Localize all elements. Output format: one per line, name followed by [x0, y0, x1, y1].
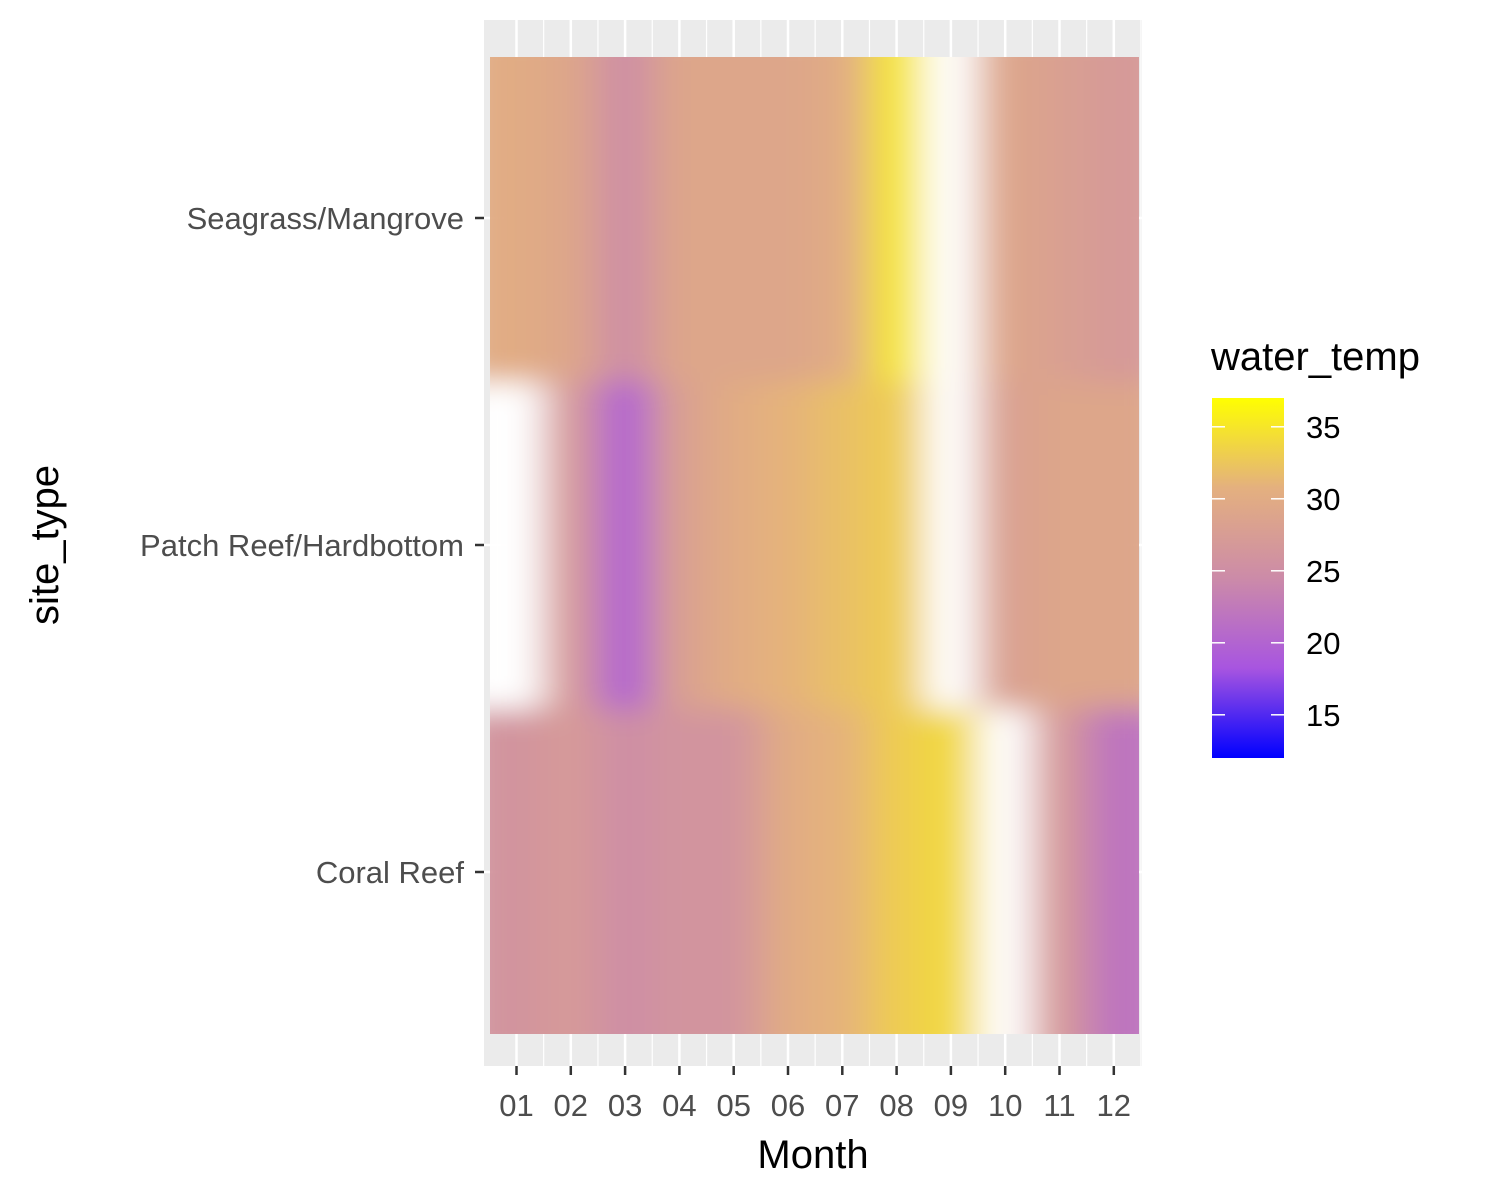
- heat-tile-09-2: [923, 57, 979, 382]
- x-tick-label: 10: [988, 1088, 1022, 1123]
- heat-tile-09-0: [923, 708, 979, 1034]
- heat-tile-04-0: [652, 708, 708, 1034]
- x-tick-label: 07: [825, 1088, 859, 1123]
- heat-tile-03-2: [597, 57, 653, 382]
- x-tick-label: 08: [879, 1088, 913, 1123]
- heat-tile-11-0: [1032, 708, 1088, 1034]
- heat-tile-06-0: [760, 708, 816, 1034]
- heat-tile-02-2: [543, 57, 599, 382]
- y-tick-label: Coral Reef: [316, 855, 465, 890]
- legend-label: 15: [1306, 698, 1340, 733]
- heat-tile-09-1: [923, 381, 979, 709]
- legend: water_temp 15 20 25 30 35: [1210, 335, 1420, 758]
- x-tick-label: 06: [771, 1088, 805, 1123]
- heat-tile-02-1: [543, 381, 599, 709]
- heat-tile-05-0: [706, 708, 762, 1034]
- heat-tile-12-2: [1086, 57, 1139, 382]
- y-tick-label: Patch Reef/Hardbottom: [140, 528, 464, 563]
- heat-tile-07-1: [815, 381, 870, 709]
- heat-tile-07-0: [815, 708, 870, 1034]
- heat-tile-08-2: [869, 57, 925, 382]
- heat-tile-11-1: [1032, 381, 1088, 709]
- legend-label: 30: [1306, 482, 1340, 517]
- heat-tile-04-1: [652, 381, 708, 709]
- heat-tile-12-1: [1086, 381, 1139, 709]
- x-tick-label: 11: [1043, 1088, 1075, 1123]
- legend-title: water_temp: [1210, 335, 1420, 379]
- x-tick-label: 03: [608, 1088, 642, 1123]
- heat-tile-12-0: [1086, 708, 1139, 1034]
- legend-label: 35: [1306, 410, 1340, 445]
- legend-label: 20: [1306, 626, 1340, 661]
- y-axis: Coral Reef Patch Reef/Hardbottom Seagrass/…: [140, 201, 484, 890]
- x-axis-title: Month: [757, 1133, 868, 1177]
- heat-tile-04-2: [652, 57, 708, 382]
- heat-tile-06-2: [760, 57, 816, 382]
- heat-tiles: [490, 57, 1139, 1034]
- heat-tile-02-0: [543, 708, 599, 1034]
- heat-tile-08-0: [869, 708, 925, 1034]
- heat-tile-01-2: [490, 57, 545, 382]
- x-tick-label: 12: [1097, 1088, 1131, 1123]
- heat-tile-10-1: [978, 381, 1033, 709]
- x-tick-label: 09: [934, 1088, 968, 1123]
- x-tick-label: 02: [554, 1088, 588, 1123]
- heat-tile-06-1: [760, 381, 816, 709]
- heat-tile-03-1: [597, 381, 653, 709]
- heat-tile-05-2: [706, 57, 762, 382]
- x-axis: 01 02 03 04 05 06 07 08 09 10 11 12: [499, 1066, 1131, 1123]
- heat-tile-10-0: [978, 708, 1033, 1034]
- heat-tile-05-1: [706, 381, 762, 709]
- heat-tile-10-2: [978, 57, 1033, 382]
- x-tick-label: 04: [662, 1088, 696, 1123]
- heat-tile-07-2: [815, 57, 870, 382]
- heat-tile-01-1: [490, 381, 545, 709]
- y-tick-label: Seagrass/Mangrove: [187, 201, 464, 236]
- heat-tile-11-2: [1032, 57, 1088, 382]
- legend-colorbar: [1212, 398, 1284, 758]
- y-axis-title: site_type: [23, 465, 67, 625]
- x-tick-label: 01: [499, 1088, 533, 1123]
- x-tick-label: 05: [716, 1088, 750, 1123]
- heat-tile-08-1: [869, 381, 925, 709]
- legend-label: 25: [1306, 554, 1340, 589]
- heat-tile-01-0: [490, 708, 545, 1034]
- heat-tile-03-0: [597, 708, 653, 1034]
